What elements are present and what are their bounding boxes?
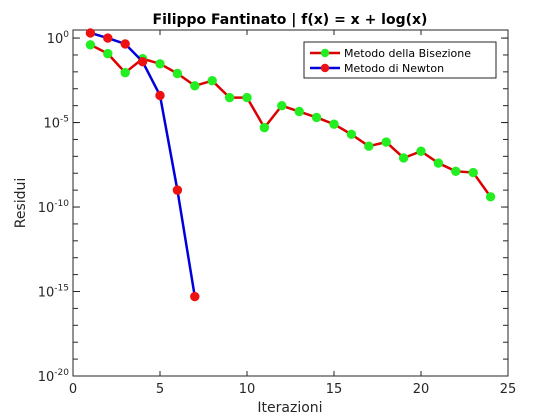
x-tick-label: 25	[500, 382, 517, 397]
data-point	[120, 67, 130, 78]
legend-marker	[320, 63, 330, 73]
y-tick-exponent: -20	[54, 368, 69, 378]
data-point	[346, 129, 357, 140]
y-tick-base: 10	[38, 370, 55, 385]
data-point	[120, 39, 130, 49]
data-point	[277, 100, 287, 111]
data-point	[329, 119, 339, 129]
data-point	[137, 56, 148, 67]
data-point	[155, 59, 165, 69]
data-point	[190, 291, 200, 302]
y-tick-label: 10-20	[38, 368, 70, 385]
data-point	[85, 28, 96, 38]
data-point	[103, 33, 113, 43]
axes-box	[72, 29, 509, 377]
data-point	[103, 48, 113, 59]
data-point	[155, 90, 165, 101]
x-tick-label: 15	[326, 382, 343, 397]
x-axis-ticks: 0 5 10 15 20 25	[69, 30, 516, 397]
legend-marker	[320, 48, 330, 58]
data-point	[190, 81, 200, 91]
y-tick-exponent: -15	[54, 284, 69, 294]
data-point	[485, 192, 496, 202]
y-tick-exponent: 0	[63, 30, 69, 40]
legend-box	[303, 41, 497, 79]
y-tick-label: 10-10	[38, 199, 70, 216]
data-point	[451, 166, 461, 177]
chart-title: Filippo Fantinato | f(x) = x + log(x)	[153, 12, 428, 28]
y-axis-label: Residui	[13, 178, 29, 229]
x-tick-label: 10	[239, 382, 256, 397]
y-tick-label: 100	[47, 30, 70, 47]
y-tick-label: 10-15	[38, 284, 69, 301]
legend-entry-label: Metodo della Bisezione	[344, 47, 471, 60]
data-point	[242, 92, 252, 103]
series-1	[85, 28, 200, 302]
plot-area	[72, 29, 509, 377]
x-tick-label: 0	[69, 382, 77, 397]
y-tick-exponent: -10	[54, 199, 69, 209]
series-layer	[85, 28, 496, 302]
data-point	[259, 122, 270, 133]
data-point	[85, 40, 96, 50]
data-point	[207, 75, 217, 86]
data-point	[172, 185, 183, 195]
data-point	[468, 167, 478, 178]
legend-entry-label: Metodo di Newton	[344, 62, 444, 75]
data-point	[172, 68, 183, 79]
legend: Metodo della Bisezione Metodo di Newton	[303, 41, 497, 79]
y-tick-base: 10	[47, 32, 64, 47]
data-point	[311, 112, 322, 123]
y-tick-base: 10	[43, 117, 60, 132]
x-axis-label: Iterazioni	[257, 400, 322, 416]
data-point	[364, 141, 374, 151]
data-point	[294, 106, 304, 117]
data-point	[381, 137, 391, 147]
data-point	[224, 92, 235, 103]
y-tick-label: 10-5	[43, 115, 69, 132]
data-point	[433, 158, 444, 168]
x-tick-label: 5	[156, 382, 164, 397]
y-tick-base: 10	[38, 286, 55, 301]
y-tick-base: 10	[38, 201, 55, 216]
y-tick-exponent: -5	[60, 115, 69, 125]
series-0	[85, 40, 496, 202]
data-point	[416, 146, 426, 156]
x-tick-label: 20	[413, 382, 430, 397]
data-point	[398, 153, 409, 163]
